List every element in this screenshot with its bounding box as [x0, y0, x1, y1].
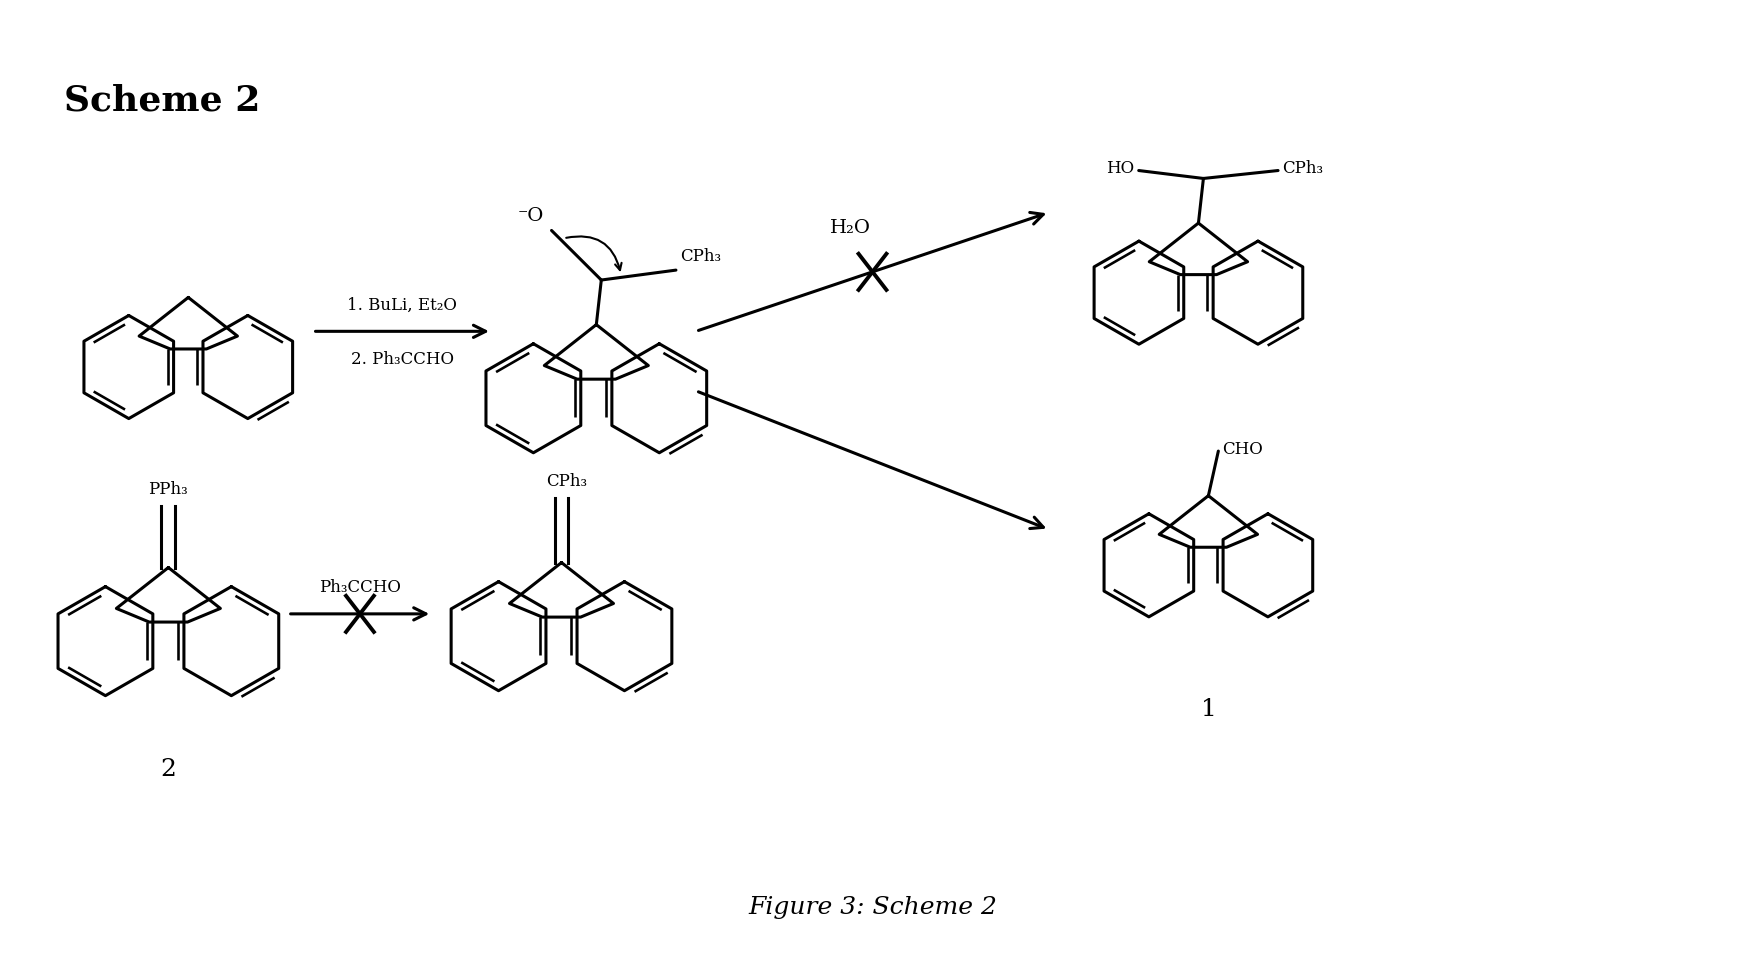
- Text: 1: 1: [1201, 698, 1216, 721]
- Text: CPh₃: CPh₃: [1283, 160, 1323, 177]
- Text: CPh₃: CPh₃: [681, 248, 721, 265]
- Text: 2. Ph₃CCHO: 2. Ph₃CCHO: [351, 351, 454, 368]
- Text: ⁻O: ⁻O: [517, 207, 544, 226]
- Text: H₂O: H₂O: [829, 219, 871, 237]
- Text: CPh₃: CPh₃: [546, 473, 586, 490]
- Text: Ph₃CCHO: Ph₃CCHO: [319, 579, 401, 596]
- Text: PPh₃: PPh₃: [148, 481, 188, 499]
- Text: 2: 2: [161, 758, 176, 780]
- Text: 1. BuLi, Et₂O: 1. BuLi, Et₂O: [347, 296, 457, 314]
- Text: HO: HO: [1106, 160, 1134, 177]
- Text: Scheme 2: Scheme 2: [65, 83, 260, 117]
- Text: Figure 3: Scheme 2: Figure 3: Scheme 2: [749, 896, 996, 920]
- Text: CHO: CHO: [1222, 440, 1263, 458]
